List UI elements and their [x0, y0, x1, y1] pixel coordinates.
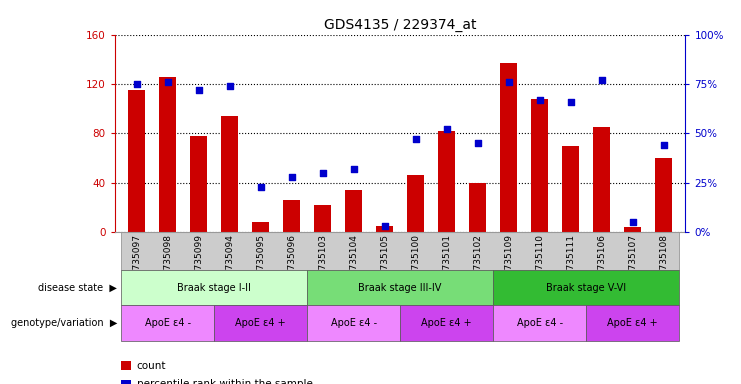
Point: [441, 126, 453, 132]
Text: disease state  ▶: disease state ▶: [39, 283, 117, 293]
Point: [316, 170, 328, 176]
Bar: [407, 175, 424, 232]
Text: ApoE ε4 +: ApoE ε4 +: [236, 318, 286, 328]
Point: [472, 140, 484, 146]
Bar: [128, 90, 145, 232]
Bar: [283, 200, 300, 232]
Point: [130, 81, 142, 87]
Text: ApoE ε4 -: ApoE ε4 -: [330, 318, 376, 328]
Point: [565, 99, 576, 105]
Point: [286, 174, 298, 180]
Point: [162, 79, 173, 85]
Bar: [624, 227, 641, 232]
Point: [348, 166, 359, 172]
Text: ApoE ε4 -: ApoE ε4 -: [144, 318, 190, 328]
Text: genotype/variation  ▶: genotype/variation ▶: [11, 318, 117, 328]
Text: Braak stage III-IV: Braak stage III-IV: [359, 283, 442, 293]
Bar: [531, 99, 548, 232]
Bar: [314, 205, 331, 232]
Bar: [562, 146, 579, 232]
Point: [658, 142, 670, 148]
Bar: [221, 116, 238, 232]
Point: [193, 87, 205, 93]
Point: [255, 184, 267, 190]
Bar: [655, 158, 672, 232]
Bar: [252, 222, 269, 232]
Bar: [469, 183, 486, 232]
Bar: [190, 136, 207, 232]
Bar: [438, 131, 455, 232]
Point: [596, 77, 608, 83]
Bar: [159, 76, 176, 232]
Text: Braak stage I-II: Braak stage I-II: [177, 283, 251, 293]
Text: ApoE ε4 +: ApoE ε4 +: [608, 318, 658, 328]
Text: ApoE ε4 -: ApoE ε4 -: [516, 318, 562, 328]
Title: GDS4135 / 229374_at: GDS4135 / 229374_at: [324, 18, 476, 32]
Point: [379, 223, 391, 230]
Point: [410, 136, 422, 142]
Point: [534, 97, 545, 103]
Bar: [594, 127, 611, 232]
Text: Braak stage V-VI: Braak stage V-VI: [546, 283, 626, 293]
Bar: [376, 226, 393, 232]
Point: [502, 79, 514, 85]
Text: count: count: [136, 361, 166, 371]
Text: ApoE ε4 +: ApoE ε4 +: [422, 318, 472, 328]
Point: [224, 83, 236, 89]
Point: [627, 219, 639, 225]
Bar: [500, 63, 517, 232]
Text: percentile rank within the sample: percentile rank within the sample: [136, 379, 313, 384]
Bar: [345, 190, 362, 232]
